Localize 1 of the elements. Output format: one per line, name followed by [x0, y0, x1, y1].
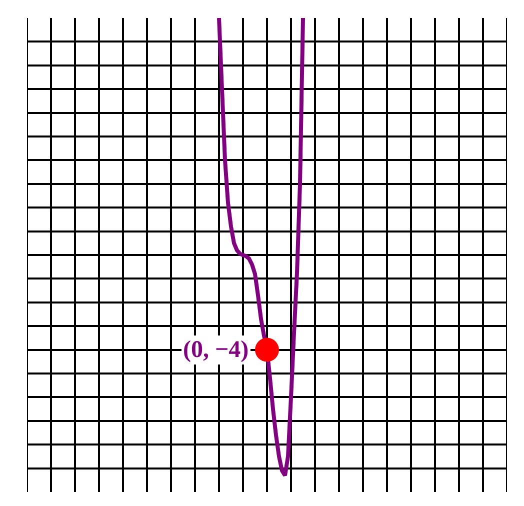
- annotation: (0, −4): [183, 337, 249, 363]
